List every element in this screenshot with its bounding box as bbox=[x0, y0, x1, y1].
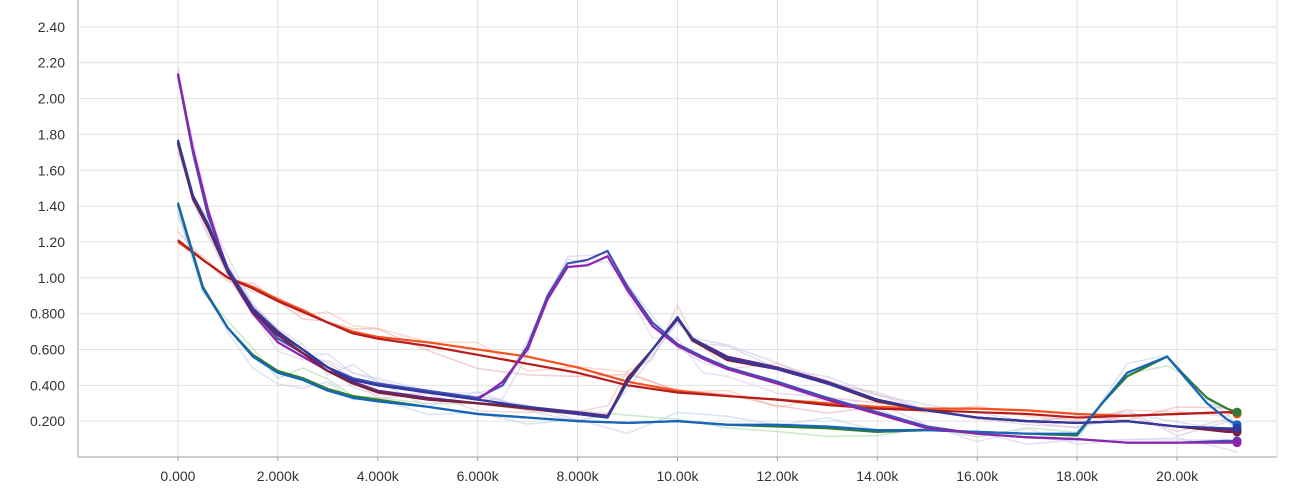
y-tick-label: 0.800 bbox=[30, 306, 65, 322]
series-line bbox=[176, 203, 1238, 435]
series-end-marker bbox=[1232, 423, 1242, 433]
raw-series-line bbox=[177, 231, 1238, 423]
y-tick-label: 2.20 bbox=[38, 55, 65, 71]
y-tick-label: 2.40 bbox=[38, 19, 65, 35]
raw-series-line bbox=[177, 213, 1238, 442]
y-tick-label: 2.00 bbox=[38, 91, 65, 107]
x-tick-label: 16.00k bbox=[956, 468, 999, 484]
x-axis-tick-labels: 0.000 2.000k 4.000k 6.000k 8.000k 10.00k 12.00… bbox=[160, 468, 1199, 484]
y-tick-label: 1.40 bbox=[38, 198, 65, 214]
y-tick-label: 0.600 bbox=[30, 341, 65, 357]
y-axis-tick-labels: 0.200 0.400 0.600 0.800 1.00 1.20 1.40 1.60 1.80… bbox=[30, 19, 65, 429]
y-tick-label: 0.200 bbox=[30, 413, 65, 429]
series-line bbox=[176, 139, 1238, 430]
series-line bbox=[176, 141, 1238, 432]
x-tick-label: 2.000k bbox=[257, 468, 300, 484]
y-tick-label: 1.20 bbox=[38, 234, 65, 250]
y-tick-label: 1.60 bbox=[38, 162, 65, 178]
x-tick-label: 8.000k bbox=[557, 468, 600, 484]
raw-series-line bbox=[177, 145, 1238, 431]
series-end-markers bbox=[1232, 407, 1242, 448]
x-tick-label: 10.00k bbox=[656, 468, 699, 484]
raw-series-line bbox=[177, 80, 1238, 446]
x-tick-label: 0.000 bbox=[160, 468, 195, 484]
x-tick-label: 6.000k bbox=[457, 468, 500, 484]
x-tick-label: 14.00k bbox=[856, 468, 899, 484]
grid bbox=[77, 0, 1278, 461]
series-line bbox=[177, 241, 1238, 417]
series-line bbox=[177, 239, 1238, 419]
y-tick-label: 1.80 bbox=[38, 126, 65, 142]
x-tick-label: 4.000k bbox=[357, 468, 400, 484]
x-tick-label: 18.00k bbox=[1056, 468, 1099, 484]
series-end-marker bbox=[1232, 438, 1242, 448]
y-tick-label: 1.00 bbox=[38, 270, 65, 286]
series-line bbox=[176, 73, 1238, 444]
series-line bbox=[176, 202, 1238, 437]
x-tick-label: 12.00k bbox=[756, 468, 799, 484]
series-end-marker bbox=[1232, 407, 1242, 417]
x-tick-label: 20.00k bbox=[1156, 468, 1199, 484]
smoothed-series-layer bbox=[176, 73, 1238, 444]
y-tick-label: 0.400 bbox=[30, 377, 65, 393]
